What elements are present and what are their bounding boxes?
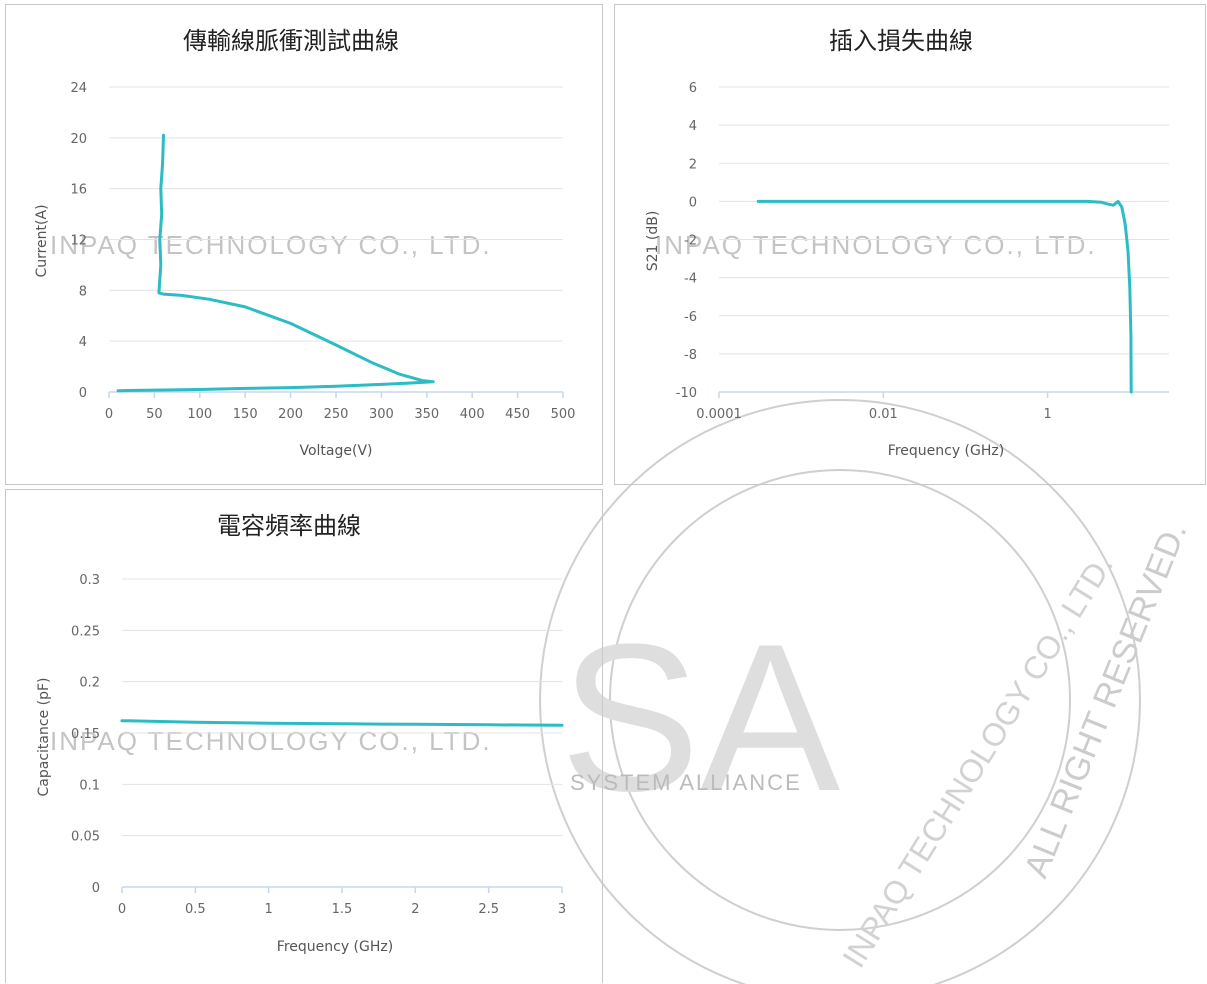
x-tick-label: 1: [265, 902, 273, 917]
y-tick-label: 0: [689, 195, 697, 210]
y-tick-label: 0.2: [79, 676, 100, 691]
y-tick-label: 24: [70, 81, 87, 96]
x-axis-label: Voltage(V): [299, 443, 372, 459]
x-tick-label: 1.5: [332, 902, 353, 917]
y-tick-label: 8: [79, 284, 87, 299]
insertion-loss-chart-panel: 插入損失曲線 -10 -8 -6 -4 -2 0 2 4 6 0.0001 0.01 1 Freque…: [614, 4, 1206, 485]
tlp-chart-panel: 傳輸線脈衝測試曲線 0 4 8 12 16 20 24 0 50 100 150 200 250 300 3…: [5, 4, 603, 485]
x-tick-label: 200: [278, 407, 303, 422]
y-tick-label: 0: [79, 386, 87, 401]
x-tick-label: 0.5: [185, 902, 206, 917]
chart-title: 電容頻率曲線: [217, 512, 361, 540]
y-axis-label: Current(A): [34, 204, 50, 277]
y-tick-label: 0.25: [71, 624, 100, 639]
x-tick-label: 50: [146, 407, 163, 422]
x-tick-label: 350: [414, 407, 439, 422]
x-axis-label: Frequency (GHz): [277, 939, 393, 955]
x-tick-label: 2.5: [478, 902, 499, 917]
x-tick-label: 0: [105, 407, 113, 422]
watermark-seal-text: INPAQ TECHNOLOGY CO., LTD.: [835, 548, 1120, 974]
x-tick-label: 2: [411, 902, 419, 917]
chart-title: 插入損失曲線: [829, 27, 973, 55]
y-tick-label: 20: [70, 132, 87, 147]
y-tick-label: -2: [684, 234, 697, 249]
y-tick-label: -8: [684, 348, 697, 363]
y-tick-label: 0.15: [71, 727, 100, 742]
insertion-loss-chart: 插入損失曲線 -10 -8 -6 -4 -2 0 2 4 6 0.0001 0.01 1 Freque…: [645, 27, 1169, 459]
watermark-rights-text: ALL RIGHT RESERVED.: [1017, 517, 1194, 883]
chart-title: 傳輸線脈衝測試曲線: [183, 27, 399, 55]
y-tick-label: -4: [684, 272, 697, 287]
y-tick-label: 2: [689, 157, 697, 172]
x-tick-label: 450: [505, 407, 530, 422]
y-tick-label: 0.05: [71, 830, 100, 845]
y-tick-label: 4: [79, 335, 87, 350]
x-tick-label: 1: [1043, 407, 1051, 422]
tlp-chart: 傳輸線脈衝測試曲線 0 4 8 12 16 20 24 0 50 100 150 200 250 300 3…: [34, 27, 576, 459]
y-axis-label: S21 (dB): [645, 211, 661, 272]
series-line: [116, 133, 435, 393]
capacitance-chart: 電容頻率曲線 0 0.05 0.1 0.15 0.2 0.25 0.3 0 0.5 1 1.5 2 2.…: [36, 512, 566, 955]
watermark-seal-inner: [609, 469, 1071, 931]
x-tick-label: 300: [369, 407, 394, 422]
x-tick-label: 0.0001: [696, 407, 742, 422]
capacitance-chart-panel: 電容頻率曲線 0 0.05 0.1 0.15 0.2 0.25 0.3 0 0.5 1 1.5 2 2.…: [5, 489, 603, 983]
y-tick-label: 12: [70, 234, 87, 249]
y-tick-label: 6: [689, 81, 697, 96]
watermark-alliance-text: SYSTEM ALLIANCE: [570, 770, 802, 795]
x-tick-label: 400: [460, 407, 485, 422]
x-tick-label: 0: [118, 902, 126, 917]
x-tick-label: 150: [233, 407, 258, 422]
y-tick-label: -6: [684, 310, 697, 325]
watermark-seal-outer: [539, 399, 1141, 984]
series-line: [756, 199, 1133, 394]
y-tick-label: 0: [92, 881, 100, 896]
x-tick-label: 500: [551, 407, 576, 422]
series-line: [120, 719, 564, 727]
x-tick-label: 3: [558, 902, 566, 917]
y-axis-label: Capacitance (pF): [36, 678, 52, 797]
y-tick-label: 0.1: [79, 778, 100, 793]
y-tick-label: 4: [689, 119, 697, 134]
x-tick-label: 250: [324, 407, 349, 422]
y-tick-label: 16: [70, 183, 87, 198]
x-axis-label: Frequency (GHz): [888, 443, 1004, 459]
y-tick-label: -10: [676, 386, 697, 401]
y-tick-label: 0.3: [79, 573, 100, 588]
x-tick-label: 100: [187, 407, 212, 422]
x-tick-label: 0.01: [869, 407, 898, 422]
